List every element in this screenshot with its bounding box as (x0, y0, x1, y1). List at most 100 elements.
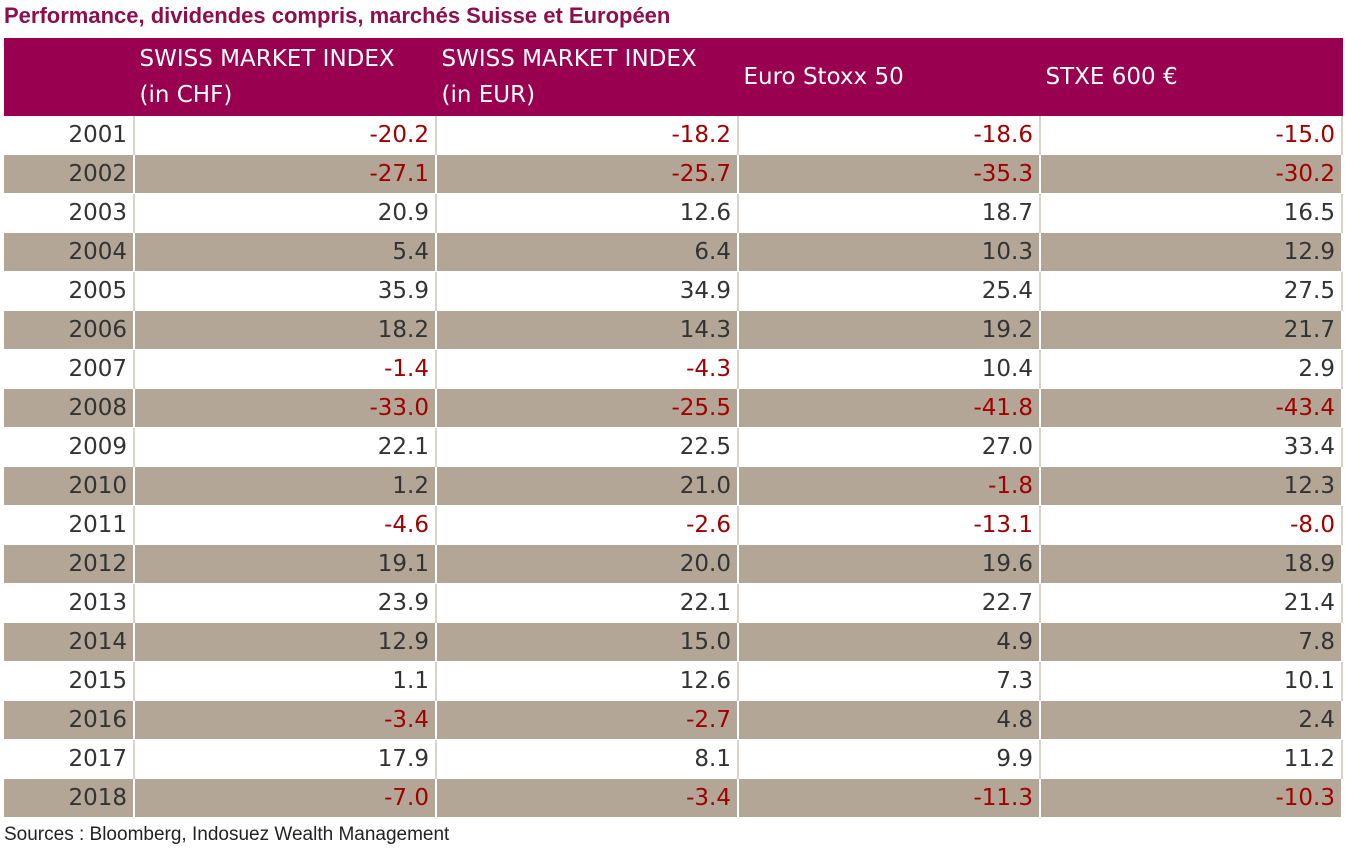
value-cell: -2.6 (436, 505, 739, 545)
year-cell: 2002 (4, 154, 135, 194)
table-row: 2002 -27.1 -25.7 -35.3 -30.2 (4, 154, 1343, 194)
value-cell: 19.1 (134, 544, 437, 584)
value-cell: 7.8 (1040, 622, 1343, 662)
value-cell: 22.7 (738, 583, 1041, 623)
value-cell: -4.3 (436, 349, 739, 389)
header-label-line2: (in EUR) (441, 82, 536, 108)
value-cell: -43.4 (1040, 388, 1343, 428)
value-cell: 35.9 (134, 271, 437, 311)
value-cell: 25.4 (738, 271, 1041, 311)
header-label-line1: Euro Stoxx 50 (743, 64, 904, 90)
table-row: 2017 17.9 8.1 9.9 11.2 (4, 739, 1343, 779)
value-cell: 20.9 (134, 193, 437, 233)
year-cell: 2018 (4, 778, 135, 818)
year-cell: 2004 (4, 232, 135, 272)
table-row: 2007 -1.4 -4.3 10.4 2.9 (4, 349, 1343, 389)
value-cell: -13.1 (738, 505, 1041, 545)
value-cell: -1.8 (738, 466, 1041, 506)
year-cell: 2014 (4, 622, 135, 662)
year-cell: 2001 (4, 116, 135, 155)
value-cell: 12.6 (436, 661, 739, 701)
value-cell: -27.1 (134, 154, 437, 194)
value-cell: 33.4 (1040, 427, 1343, 467)
value-cell: 6.4 (436, 232, 739, 272)
value-cell: -3.4 (436, 778, 739, 818)
value-cell: -8.0 (1040, 505, 1343, 545)
year-cell: 2011 (4, 505, 135, 545)
value-cell: -7.0 (134, 778, 437, 818)
value-cell: 10.1 (1040, 661, 1343, 701)
header-label-line2: (in CHF) (139, 82, 233, 108)
year-cell: 2010 (4, 466, 135, 506)
value-cell: -3.4 (134, 700, 437, 740)
value-cell: -35.3 (738, 154, 1041, 194)
year-cell: 2003 (4, 193, 135, 233)
source-note: Sources : Bloomberg, Indosuez Wealth Man… (4, 824, 450, 845)
value-cell: 27.0 (738, 427, 1041, 467)
table-row: 2001 -20.2 -18.2 -18.6 -15.0 (4, 116, 1343, 155)
value-cell: -33.0 (134, 388, 437, 428)
value-cell: 17.9 (134, 739, 437, 779)
value-cell: 18.9 (1040, 544, 1343, 584)
table-row: 2013 23.9 22.1 22.7 21.4 (4, 583, 1343, 623)
value-cell: 9.9 (738, 739, 1041, 779)
table-row: 2003 20.9 12.6 18.7 16.5 (4, 193, 1343, 233)
year-cell: 2008 (4, 388, 135, 428)
value-cell: -25.7 (436, 154, 739, 194)
value-cell: 12.3 (1040, 466, 1343, 506)
value-cell: -15.0 (1040, 116, 1343, 155)
header-label-line1: STXE 600 € (1045, 64, 1178, 90)
value-cell: 10.3 (738, 232, 1041, 272)
header-cell-1: SWISS MARKET INDEX (in CHF) (134, 38, 437, 116)
value-cell: 27.5 (1040, 271, 1343, 311)
value-cell: 22.5 (436, 427, 739, 467)
header-cell-3: Euro Stoxx 50 (738, 38, 1041, 116)
value-cell: -11.3 (738, 778, 1041, 818)
table-row: 2011 -4.6 -2.6 -13.1 -8.0 (4, 505, 1343, 545)
year-cell: 2007 (4, 349, 135, 389)
value-cell: 18.7 (738, 193, 1041, 233)
table-row: 2006 18.2 14.3 19.2 21.7 (4, 310, 1343, 350)
year-cell: 2009 (4, 427, 135, 467)
value-cell: 12.9 (134, 622, 437, 662)
value-cell: 8.1 (436, 739, 739, 779)
value-cell: 21.0 (436, 466, 739, 506)
performance-table: SWISS MARKET INDEX (in CHF) SWISS MARKET I… (4, 38, 1343, 818)
value-cell: 21.7 (1040, 310, 1343, 350)
header-cell-2: SWISS MARKET INDEX (in EUR) (436, 38, 739, 116)
value-cell: 19.6 (738, 544, 1041, 584)
table-row: 2016 -3.4 -2.7 4.8 2.4 (4, 700, 1343, 740)
table-row: 2014 12.9 15.0 4.9 7.8 (4, 622, 1343, 662)
value-cell: 23.9 (134, 583, 437, 623)
value-cell: -1.4 (134, 349, 437, 389)
year-cell: 2017 (4, 739, 135, 779)
value-cell: 5.4 (134, 232, 437, 272)
value-cell: 12.6 (436, 193, 739, 233)
header-cell-4: STXE 600 € (1040, 38, 1343, 116)
value-cell: 15.0 (436, 622, 739, 662)
table-row: 2010 1.2 21.0 -1.8 12.3 (4, 466, 1343, 506)
table-row: 2015 1.1 12.6 7.3 10.1 (4, 661, 1343, 701)
table-row: 2018 -7.0 -3.4 -11.3 -10.3 (4, 778, 1343, 818)
value-cell: -25.5 (436, 388, 739, 428)
header-row: SWISS MARKET INDEX (in CHF) SWISS MARKET I… (4, 38, 1343, 116)
table-row: 2004 5.4 6.4 10.3 12.9 (4, 232, 1343, 272)
table-header: SWISS MARKET INDEX (in CHF) SWISS MARKET I… (4, 38, 1343, 116)
value-cell: 34.9 (436, 271, 739, 311)
value-cell: 22.1 (134, 427, 437, 467)
table-title: Performance, dividendes compris, marchés… (4, 3, 671, 28)
table-row: 2005 35.9 34.9 25.4 27.5 (4, 271, 1343, 311)
year-cell: 2015 (4, 661, 135, 701)
value-cell: -4.6 (134, 505, 437, 545)
year-cell: 2012 (4, 544, 135, 584)
table-body: 2001 -20.2 -18.2 -18.6 -15.0 2002 -27.1 -25.7 -3… (4, 116, 1343, 818)
year-cell: 2006 (4, 310, 135, 350)
header-label-line1: SWISS MARKET INDEX (441, 46, 697, 72)
value-cell: 2.9 (1040, 349, 1343, 389)
value-cell: 22.1 (436, 583, 739, 623)
value-cell: 4.9 (738, 622, 1041, 662)
value-cell: 2.4 (1040, 700, 1343, 740)
value-cell: -18.2 (436, 116, 739, 155)
value-cell: -10.3 (1040, 778, 1343, 818)
